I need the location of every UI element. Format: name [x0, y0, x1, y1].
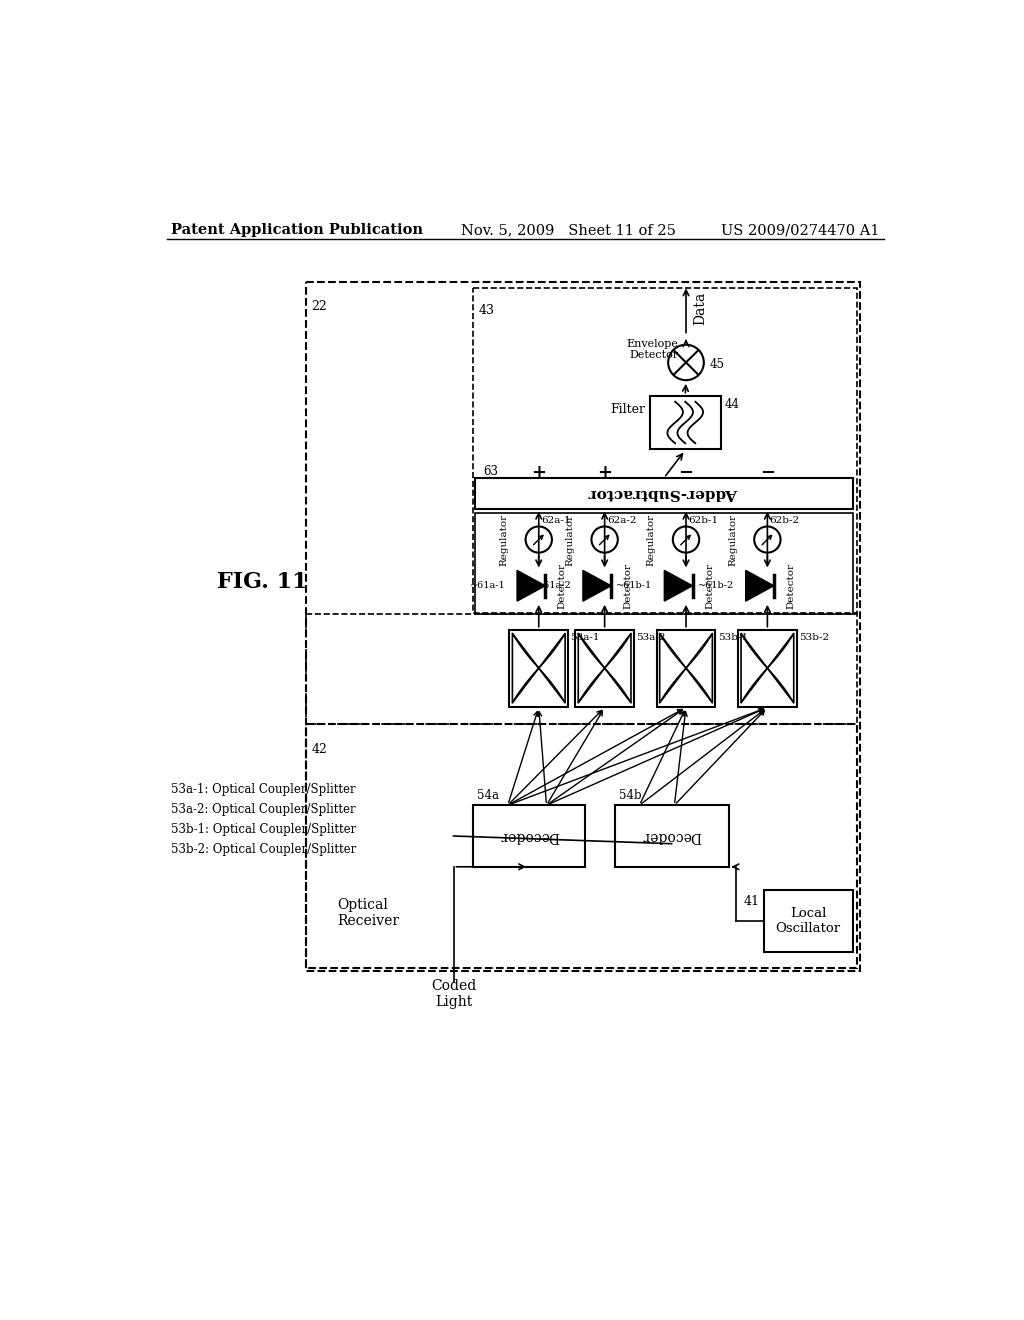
Text: 41: 41: [743, 895, 760, 908]
Text: ~61a-1: ~61a-1: [470, 581, 506, 590]
Text: 53a-1: 53a-1: [570, 632, 600, 642]
Text: 22: 22: [311, 300, 328, 313]
Text: 62a-2: 62a-2: [607, 516, 637, 525]
Text: ~61b-1: ~61b-1: [616, 581, 652, 590]
Text: 53a-1: Optical Coupler/Splitter: 53a-1: Optical Coupler/Splitter: [171, 783, 355, 796]
Text: +: +: [597, 465, 612, 482]
Text: −: −: [679, 465, 693, 482]
Text: 53a-2: 53a-2: [636, 632, 666, 642]
Text: +: +: [531, 465, 546, 482]
Text: Adder-Subtractor: Adder-Subtractor: [589, 486, 738, 500]
Text: Patent Application Publication: Patent Application Publication: [171, 223, 423, 238]
Text: 63: 63: [483, 465, 498, 478]
Text: Local
Oscillator: Local Oscillator: [775, 907, 841, 935]
Text: 53b-1: Optical Coupler/Splitter: 53b-1: Optical Coupler/Splitter: [171, 824, 356, 837]
Text: 53b-2: 53b-2: [799, 632, 829, 642]
Text: Regulator: Regulator: [728, 513, 737, 565]
Text: Decoder: Decoder: [642, 829, 701, 843]
Text: Detector: Detector: [624, 562, 633, 609]
Text: Coded
Light: Coded Light: [431, 978, 476, 1008]
Text: −: −: [760, 465, 775, 482]
Text: Filter: Filter: [610, 404, 646, 416]
Text: 53a-2: Optical Coupler/Splitter: 53a-2: Optical Coupler/Splitter: [171, 804, 355, 816]
Polygon shape: [517, 570, 545, 601]
Text: Nov. 5, 2009   Sheet 11 of 25: Nov. 5, 2009 Sheet 11 of 25: [461, 223, 676, 238]
Text: Detector: Detector: [706, 562, 714, 609]
Text: 44: 44: [725, 399, 739, 412]
Text: 62b-1: 62b-1: [688, 516, 719, 525]
Text: Envelope
Detector: Envelope Detector: [627, 338, 678, 360]
Text: 42: 42: [311, 743, 328, 756]
Text: 54a: 54a: [477, 789, 499, 803]
Text: US 2009/0274470 A1: US 2009/0274470 A1: [721, 223, 880, 238]
Text: ~61b-2: ~61b-2: [697, 581, 734, 590]
Text: Regulator: Regulator: [646, 513, 655, 565]
Text: 54b: 54b: [618, 789, 641, 803]
Polygon shape: [583, 570, 611, 601]
Polygon shape: [745, 570, 774, 601]
Text: Optical
Receiver: Optical Receiver: [337, 898, 399, 928]
Text: 53b-2: Optical Coupler/Splitter: 53b-2: Optical Coupler/Splitter: [171, 843, 356, 857]
Text: Decoder: Decoder: [500, 829, 559, 843]
Text: Regulator: Regulator: [500, 513, 508, 565]
Text: ~61a-2: ~61a-2: [536, 581, 571, 590]
Text: 43: 43: [478, 305, 495, 317]
Text: Detector: Detector: [786, 562, 796, 609]
Text: FIG. 11: FIG. 11: [217, 572, 308, 593]
Text: Data: Data: [693, 292, 707, 325]
Text: 53b-1: 53b-1: [718, 632, 748, 642]
Polygon shape: [665, 570, 692, 601]
Text: Detector: Detector: [558, 562, 567, 609]
Text: 45: 45: [710, 358, 725, 371]
Text: Regulator: Regulator: [565, 513, 574, 565]
Text: 62b-2: 62b-2: [770, 516, 800, 525]
Text: 62a-1: 62a-1: [541, 516, 570, 525]
